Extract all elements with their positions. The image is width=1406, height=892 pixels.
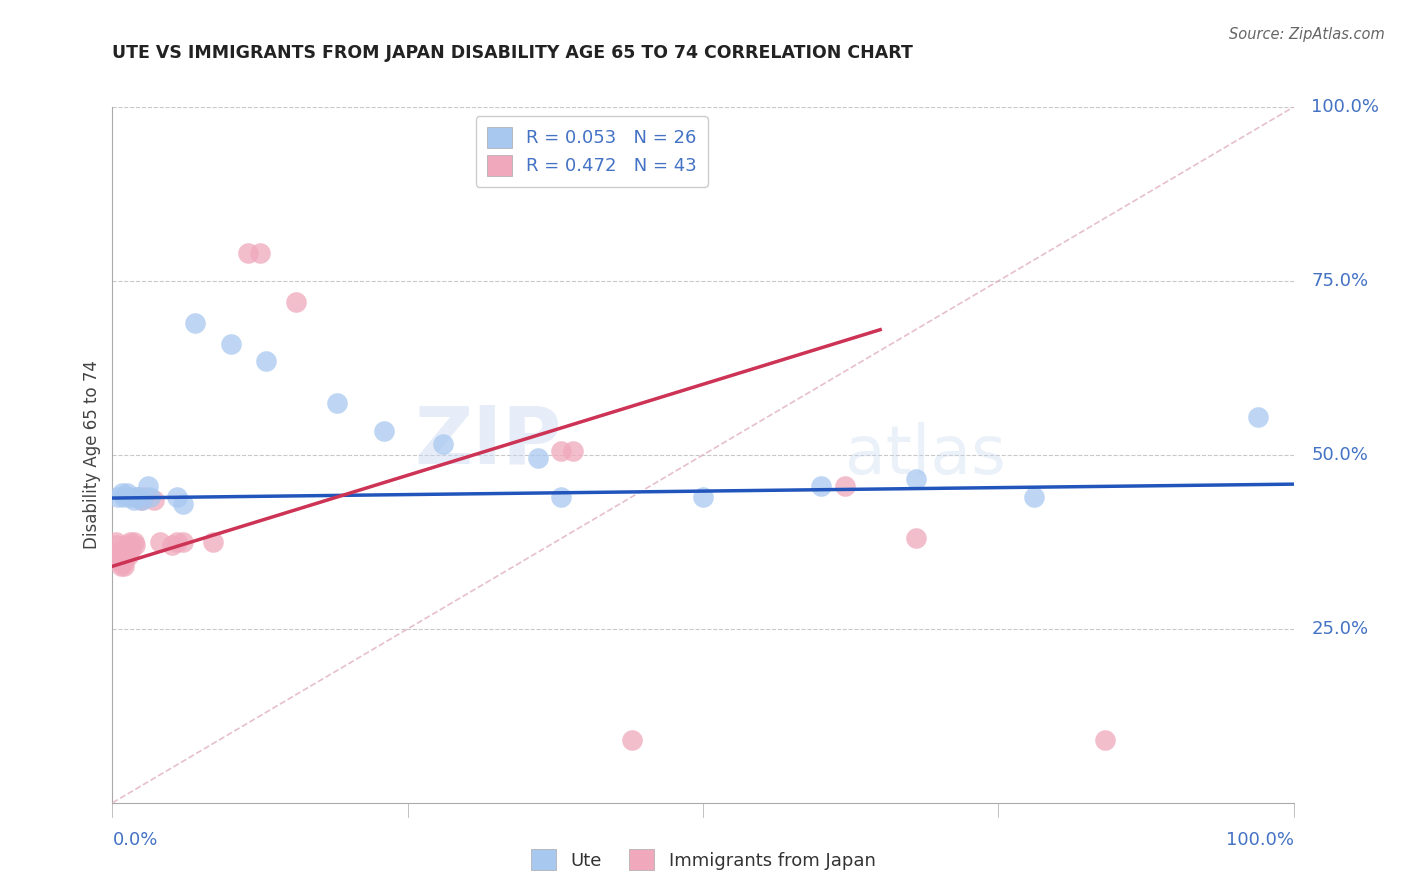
Text: UTE VS IMMIGRANTS FROM JAPAN DISABILITY AGE 65 TO 74 CORRELATION CHART: UTE VS IMMIGRANTS FROM JAPAN DISABILITY …	[112, 45, 914, 62]
Point	[184, 316, 207, 330]
Y-axis label: Disability Age 65 to 74: Disability Age 65 to 74	[83, 360, 101, 549]
Point	[131, 493, 153, 508]
Point	[134, 490, 156, 504]
Point	[550, 490, 572, 504]
Point	[111, 556, 134, 570]
Legend: Ute, Immigrants from Japan: Ute, Immigrants from Japan	[523, 842, 883, 877]
Point	[284, 294, 307, 309]
Point	[125, 490, 148, 504]
Point	[129, 493, 152, 508]
Point	[562, 444, 585, 458]
Point	[904, 472, 927, 486]
Text: ZIP: ZIP	[413, 402, 561, 480]
Point	[373, 424, 395, 438]
Point	[149, 535, 172, 549]
Point	[1247, 409, 1270, 424]
Point	[834, 479, 856, 493]
Point	[111, 549, 134, 563]
Text: 100.0%: 100.0%	[1226, 830, 1294, 848]
Point	[112, 556, 135, 570]
Point	[160, 538, 183, 552]
Point	[111, 545, 134, 559]
Text: 0.0%: 0.0%	[112, 830, 157, 848]
Point	[526, 451, 548, 466]
Point	[166, 535, 188, 549]
Point	[120, 541, 142, 556]
Point	[120, 490, 142, 504]
Point	[172, 535, 194, 549]
Point	[107, 545, 129, 559]
Point	[1022, 490, 1045, 504]
Point	[254, 354, 277, 368]
Point	[904, 532, 927, 546]
Point	[117, 549, 139, 563]
Point	[112, 549, 135, 563]
Point	[120, 535, 142, 549]
Point	[115, 545, 138, 559]
Text: 100.0%: 100.0%	[1312, 98, 1379, 116]
Point	[122, 493, 145, 508]
Point	[127, 490, 149, 504]
Point	[550, 444, 572, 458]
Point	[692, 490, 714, 504]
Point	[124, 538, 146, 552]
Text: 50.0%: 50.0%	[1312, 446, 1368, 464]
Point	[107, 552, 129, 566]
Point	[112, 559, 135, 574]
Point	[110, 559, 132, 574]
Point	[201, 535, 224, 549]
Point	[107, 549, 129, 563]
Point	[112, 490, 135, 504]
Point	[621, 733, 644, 747]
Point	[110, 552, 132, 566]
Point	[105, 535, 128, 549]
Text: atlas: atlas	[845, 422, 1005, 488]
Point	[326, 396, 349, 410]
Point	[122, 535, 145, 549]
Text: 75.0%: 75.0%	[1312, 272, 1368, 290]
Point	[110, 556, 132, 570]
Point	[108, 549, 131, 563]
Point	[107, 490, 129, 504]
Point	[127, 490, 149, 504]
Point	[108, 545, 131, 559]
Text: Source: ZipAtlas.com: Source: ZipAtlas.com	[1229, 27, 1385, 42]
Point	[112, 545, 135, 559]
Point	[166, 490, 188, 504]
Text: 25.0%: 25.0%	[1312, 620, 1368, 638]
Point	[432, 437, 454, 451]
Point	[115, 538, 138, 552]
Point	[142, 493, 165, 508]
Point	[249, 246, 271, 260]
Point	[105, 538, 128, 552]
Point	[219, 336, 242, 351]
Point	[139, 490, 162, 504]
Point	[810, 479, 832, 493]
Point	[172, 497, 194, 511]
Point	[112, 552, 135, 566]
Point	[1094, 733, 1116, 747]
Point	[238, 246, 260, 260]
Point	[115, 486, 138, 500]
Point	[136, 479, 159, 493]
Point	[111, 486, 134, 500]
